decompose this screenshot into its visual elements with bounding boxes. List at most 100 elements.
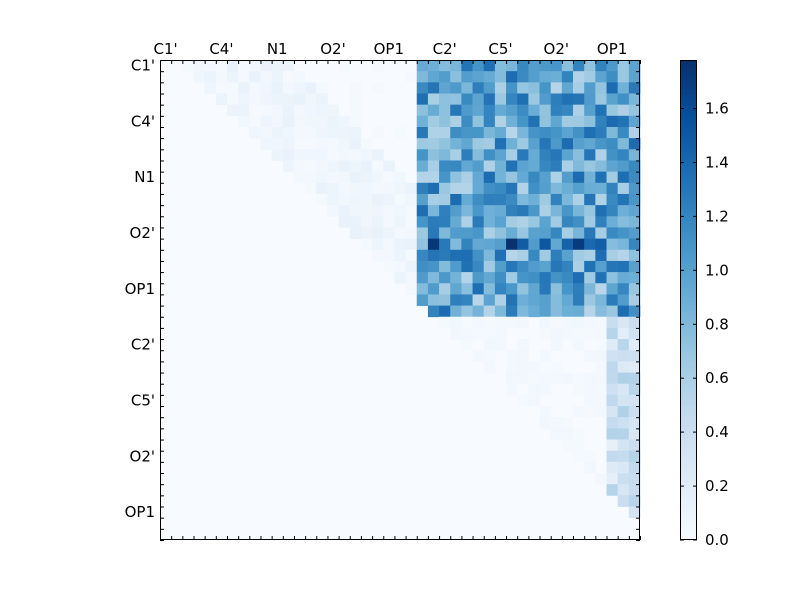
heatmap-cell xyxy=(394,193,406,206)
heatmap-cell xyxy=(628,439,641,452)
heatmap-cell xyxy=(561,283,574,295)
heatmap-cell xyxy=(494,82,507,94)
heatmap-cell xyxy=(494,238,507,251)
heatmap-cell xyxy=(561,205,574,217)
heatmap-cell xyxy=(372,205,384,217)
heatmap-cell xyxy=(561,115,574,128)
heatmap-cell xyxy=(517,205,529,217)
heatmap-cell xyxy=(461,60,473,72)
heatmap-cell xyxy=(450,238,462,251)
heatmap-cell xyxy=(506,260,518,273)
heatmap-cell xyxy=(628,473,641,485)
heatmap-cell xyxy=(427,182,440,195)
heatmap-cell xyxy=(293,115,306,128)
heatmap-cell xyxy=(450,82,462,94)
heatmap-cell xyxy=(494,115,507,128)
heatmap-cell xyxy=(561,193,574,206)
heatmap-cell xyxy=(561,71,574,83)
heatmap-cell xyxy=(584,149,596,161)
heatmap-cell xyxy=(293,171,306,184)
heatmap-cell xyxy=(517,283,529,295)
heatmap-cell xyxy=(617,417,630,429)
heatmap-cell xyxy=(628,126,641,139)
heatmap-cell xyxy=(550,138,563,150)
heatmap-cell xyxy=(271,126,284,139)
heatmap-cell xyxy=(573,216,585,228)
heatmap-cell xyxy=(338,193,351,206)
heatmap-cell xyxy=(584,305,596,318)
heatmap-cell xyxy=(316,193,328,206)
heatmap-cell xyxy=(472,126,485,139)
heatmap-cell xyxy=(606,417,619,429)
heatmap-cell xyxy=(427,71,440,83)
heatmap-cell xyxy=(427,60,440,72)
heatmap-cell xyxy=(573,428,585,440)
heatmap-cell xyxy=(439,82,451,94)
heatmap-cell xyxy=(584,160,596,173)
heatmap-cell xyxy=(316,149,328,161)
heatmap-cell xyxy=(561,160,574,173)
heatmap-cell xyxy=(595,473,607,485)
heatmap-cell xyxy=(450,138,462,150)
heatmap-cell xyxy=(293,93,306,106)
x-tick-label: OP1 xyxy=(374,40,404,58)
heatmap-cell xyxy=(305,149,317,161)
heatmap-cell xyxy=(506,383,518,396)
heatmap-cell xyxy=(494,104,507,117)
heatmap-cell xyxy=(561,216,574,228)
heatmap-cell xyxy=(372,126,384,139)
heatmap-cell xyxy=(517,71,529,83)
heatmap-cell xyxy=(595,283,607,295)
heatmap-cell xyxy=(494,294,507,306)
heatmap-cell xyxy=(595,260,607,273)
heatmap-cell xyxy=(439,160,451,173)
heatmap-cell xyxy=(595,327,607,340)
heatmap-cell xyxy=(528,216,540,228)
heatmap-cell xyxy=(550,417,563,429)
heatmap-cell xyxy=(450,193,462,206)
heatmap-cell xyxy=(383,260,395,273)
heatmap-cell xyxy=(483,126,496,139)
heatmap-cell xyxy=(360,193,373,206)
heatmap-cell xyxy=(483,294,496,306)
heatmap-cell xyxy=(316,126,328,139)
heatmap-cell xyxy=(628,339,641,351)
heatmap-cell xyxy=(427,193,440,206)
heatmap-cell xyxy=(249,115,261,128)
heatmap-cell xyxy=(539,104,552,117)
heatmap-cell xyxy=(461,249,473,262)
heatmap-cell xyxy=(506,283,518,295)
colorbar-frame xyxy=(680,60,697,540)
heatmap-cell xyxy=(461,272,473,284)
y-tick-label: C4' xyxy=(131,112,155,130)
heatmap-cell xyxy=(394,182,406,195)
heatmap-cell xyxy=(584,283,596,295)
heatmap-cell xyxy=(483,283,496,295)
heatmap-cell xyxy=(349,126,362,139)
heatmap-cell xyxy=(606,216,619,228)
heatmap-cell xyxy=(472,294,485,306)
heatmap-cell xyxy=(383,160,395,173)
heatmap-cell xyxy=(405,272,418,284)
heatmap-cell xyxy=(494,171,507,184)
heatmap-cell xyxy=(461,126,473,139)
heatmap-cell xyxy=(472,316,485,329)
heatmap-cell xyxy=(539,193,552,206)
heatmap-cell xyxy=(416,82,429,94)
heatmap-cell xyxy=(416,160,429,173)
heatmap-cell xyxy=(450,260,462,273)
heatmap-cell xyxy=(573,383,585,396)
heatmap-cell xyxy=(528,182,540,195)
heatmap-cell xyxy=(316,138,328,150)
heatmap-cell xyxy=(349,104,362,117)
heatmap-cell xyxy=(483,82,496,94)
heatmap-cell xyxy=(271,149,284,161)
heatmap-cell xyxy=(628,238,641,251)
heatmap-cell xyxy=(573,182,585,195)
heatmap-cell xyxy=(483,339,496,351)
heatmap-cell xyxy=(550,249,563,262)
heatmap-cell xyxy=(528,305,540,318)
heatmap-cell xyxy=(193,71,206,83)
heatmap-cell xyxy=(617,484,630,496)
